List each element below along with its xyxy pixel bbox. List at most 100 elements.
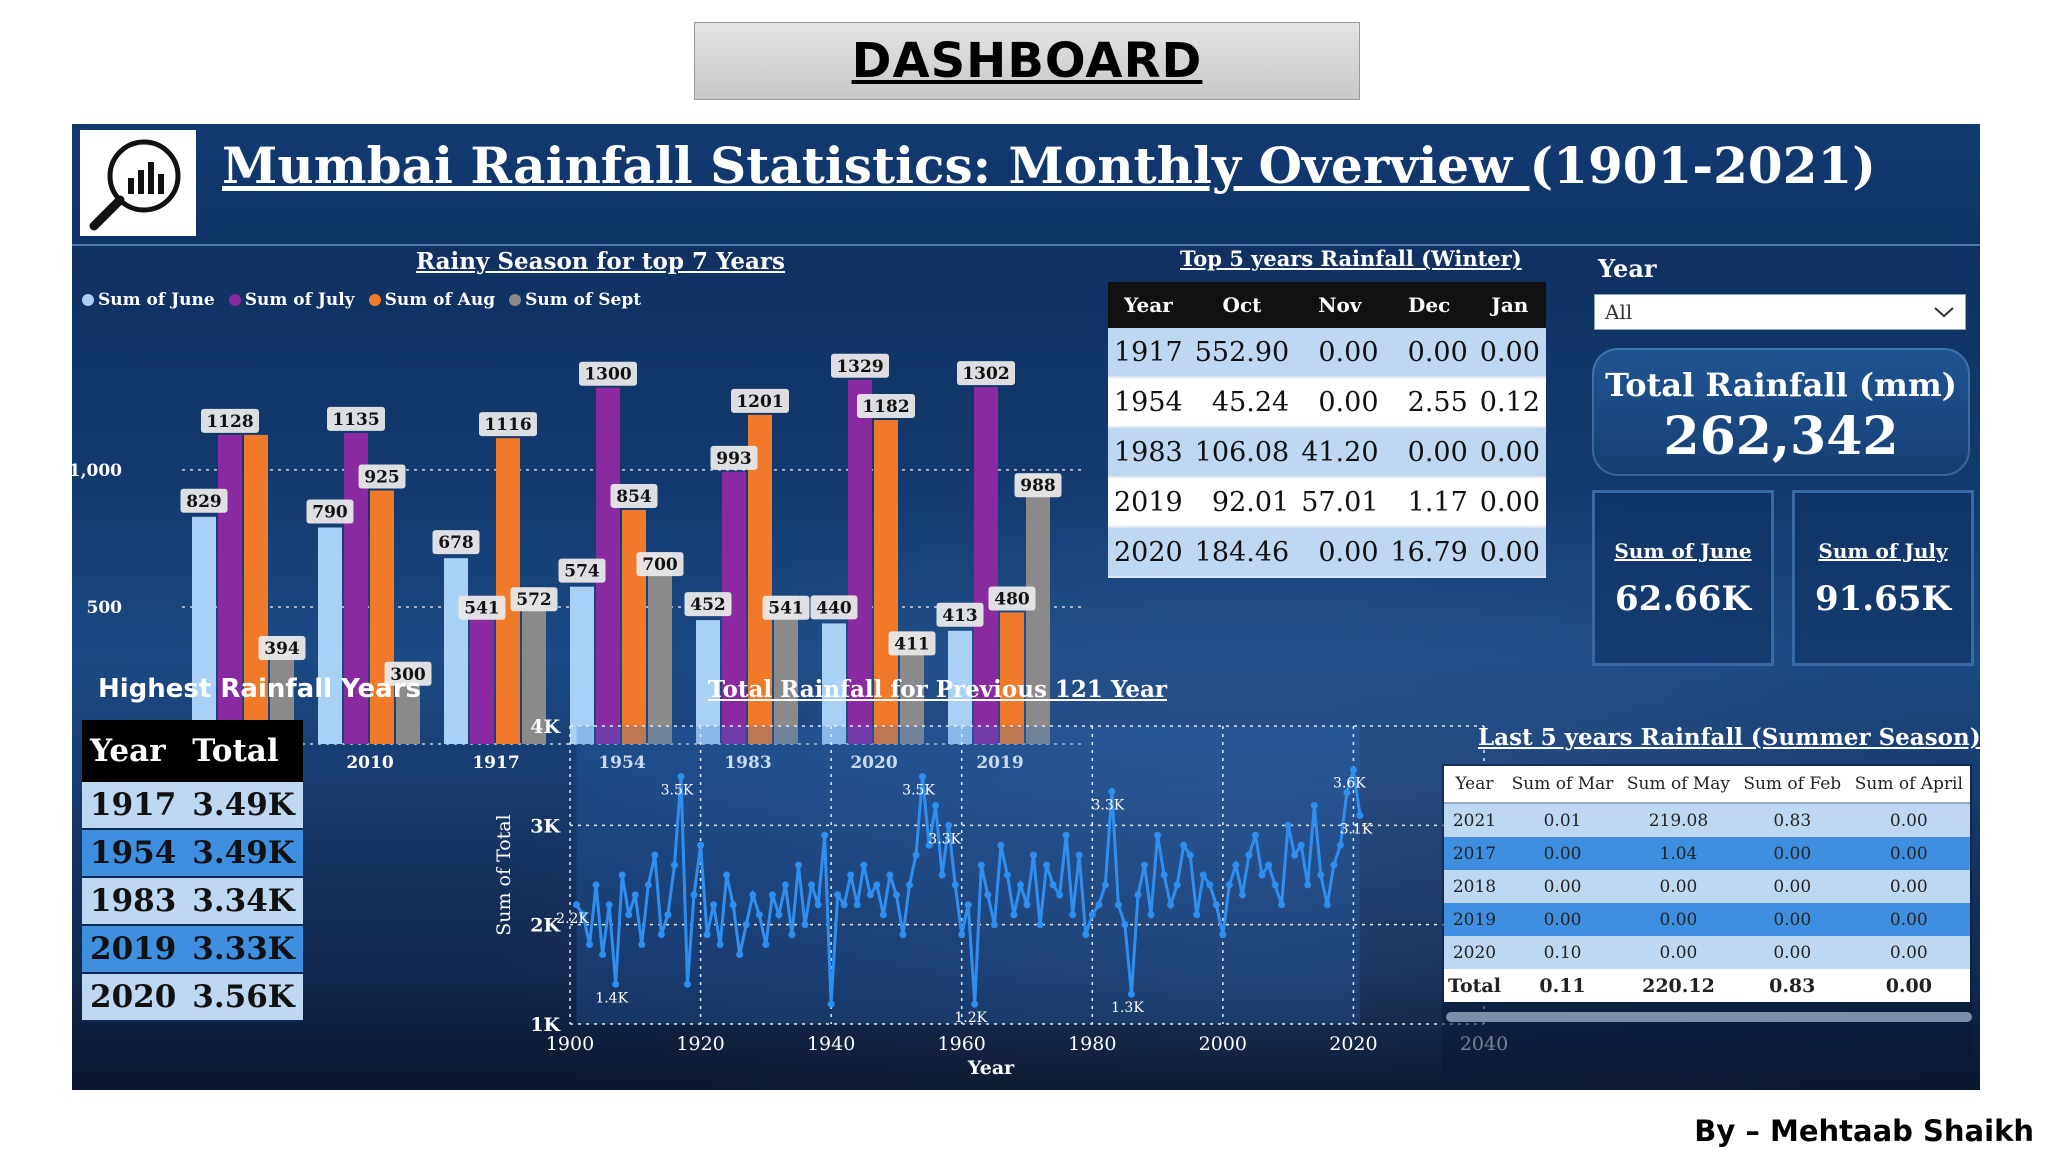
- table-row[interactable]: 2019 0.00 0.00 0.00 0.00: [1444, 903, 1970, 936]
- table-row[interactable]: 1917 3.49K: [82, 782, 303, 830]
- data-label: 1329: [836, 357, 883, 377]
- data-point: [690, 891, 698, 899]
- winter-col-jan[interactable]: Jan: [1473, 282, 1546, 328]
- table-row[interactable]: 1954 45.24 0.00 2.55 0.12: [1108, 377, 1546, 428]
- table-cell: 3.56K: [184, 973, 303, 1022]
- table-row[interactable]: 2017 0.00 1.04 0.00 0.00: [1444, 837, 1970, 870]
- table-cell: 2019: [82, 925, 185, 974]
- table-cell: 0.83: [1736, 969, 1848, 1002]
- winter-col-year[interactable]: Year: [1108, 282, 1189, 328]
- data-point: [1225, 881, 1233, 889]
- data-point: [1147, 911, 1155, 919]
- data-point: [1108, 788, 1116, 796]
- table-row[interactable]: 1983 106.08 41.20 0.00 0.00: [1108, 427, 1546, 478]
- data-point: [1343, 789, 1351, 797]
- data-label-box: [610, 483, 658, 508]
- total-rainfall-value: 262,342: [1663, 406, 1899, 467]
- y-tick-label: 4K: [530, 716, 561, 738]
- data-label: 1182: [862, 397, 909, 417]
- data-label: 3.5K: [902, 783, 935, 799]
- summer-col-year[interactable]: Year: [1444, 766, 1505, 804]
- data-point: [1330, 861, 1338, 869]
- table-cell: 0.00: [1473, 328, 1546, 378]
- data-point: [1127, 990, 1135, 998]
- data-point: [788, 931, 796, 939]
- table-cell: 1983: [1108, 427, 1189, 478]
- data-label: 790: [312, 502, 348, 522]
- summer-col-feb[interactable]: Sum of Feb: [1736, 766, 1848, 804]
- table-row[interactable]: 1954 3.49K: [82, 829, 303, 878]
- data-point: [1356, 811, 1364, 819]
- y-tick-label: 3K: [530, 815, 561, 837]
- data-point: [644, 881, 652, 889]
- data-label: 3.5K: [661, 783, 694, 799]
- data-label-box: [458, 595, 506, 620]
- table-row[interactable]: 2020 0.10 0.00 0.00 0.00: [1444, 936, 1970, 969]
- table-row[interactable]: 2018 0.00 0.00 0.00 0.00: [1444, 870, 1970, 903]
- table-cell: 0.00: [1847, 803, 1970, 837]
- data-point: [853, 901, 861, 909]
- table-row[interactable]: 2021 0.01 219.08 0.83 0.00: [1444, 803, 1970, 837]
- data-label: 1116: [484, 415, 531, 435]
- table-row[interactable]: 2020 3.56K: [82, 973, 303, 1022]
- summer-col-april[interactable]: Sum of April: [1847, 766, 1970, 804]
- data-point: [703, 931, 711, 939]
- x-tick-label: 2019: [976, 753, 1023, 773]
- table-cell: 0.00: [1736, 837, 1848, 870]
- table-row[interactable]: 1917 552.90 0.00 0.00 0.00: [1108, 328, 1546, 378]
- data-point: [670, 861, 678, 869]
- table-row[interactable]: 2020 184.46 0.00 16.79 0.00: [1108, 527, 1546, 578]
- data-point: [697, 841, 705, 849]
- table-cell: 552.90: [1188, 328, 1296, 378]
- summer-col-mar[interactable]: Sum of Mar: [1504, 766, 1621, 804]
- data-point: [1082, 931, 1090, 939]
- legend-sept-label: Sum of Sept: [525, 290, 642, 310]
- data-point: [879, 911, 887, 919]
- data-point: [710, 901, 718, 909]
- year-dropdown[interactable]: All: [1594, 294, 1966, 330]
- highest-col-year[interactable]: Year: [82, 720, 185, 782]
- data-label: 1128: [206, 412, 253, 432]
- table-cell: 0.00: [1620, 936, 1737, 969]
- data-point: [631, 891, 639, 899]
- table-row[interactable]: 2019 3.33K: [82, 925, 303, 974]
- winter-col-oct[interactable]: Oct: [1188, 282, 1296, 328]
- table-cell: 0.00: [1736, 903, 1848, 936]
- x-tick-label: 2000: [1199, 1033, 1247, 1055]
- summer-table-scrollbar[interactable]: [1446, 1012, 1972, 1022]
- table-cell: 0.00: [1847, 936, 1970, 969]
- data-point: [1265, 861, 1273, 869]
- table-cell: 0.83: [1736, 803, 1848, 837]
- table-cell: 106.08: [1188, 427, 1296, 478]
- data-label-box: [384, 661, 432, 686]
- bar: [192, 516, 216, 744]
- data-point: [1258, 871, 1266, 879]
- table-cell: 0.00: [1736, 870, 1848, 903]
- x-tick-label: 1980: [1068, 1033, 1116, 1055]
- table-cell: 0.00: [1620, 903, 1737, 936]
- dashboard-header-label: DASHBOARD: [851, 33, 1203, 89]
- data-point: [592, 881, 600, 889]
- dashboard-header: DASHBOARD: [694, 22, 1360, 100]
- table-cell: 0.00: [1295, 527, 1385, 578]
- highest-col-total[interactable]: Total: [184, 720, 303, 782]
- table-cell: 0.00: [1473, 427, 1546, 478]
- highest-rainfall-table: Year Total 1917 3.49K 1954 3.49K 1983 3.34K…: [82, 720, 303, 1022]
- main-title-underlined: Mumbai Rainfall Statistics: Monthly Over…: [222, 136, 1530, 195]
- summer-col-may[interactable]: Sum of May: [1620, 766, 1737, 804]
- data-label: 413: [942, 606, 978, 626]
- table-row[interactable]: 1983 3.34K: [82, 877, 303, 926]
- legend-aug-swatch: [368, 294, 381, 306]
- table-row[interactable]: 2019 92.01 57.01 1.17 0.00: [1108, 477, 1546, 528]
- data-label: 3.6K: [1333, 776, 1366, 792]
- bar: [974, 387, 998, 744]
- plot-area-shade: [576, 726, 1360, 1024]
- winter-col-dec[interactable]: Dec: [1384, 282, 1474, 328]
- data-label: 394: [264, 639, 300, 659]
- data-point: [1271, 881, 1279, 889]
- june-kpi-card: Sum of June 62.66K: [1592, 490, 1774, 666]
- data-point: [821, 831, 829, 839]
- table-cell: 2020: [1444, 936, 1505, 969]
- table-cell: 0.00: [1504, 870, 1621, 903]
- winter-col-nov[interactable]: Nov: [1295, 282, 1385, 328]
